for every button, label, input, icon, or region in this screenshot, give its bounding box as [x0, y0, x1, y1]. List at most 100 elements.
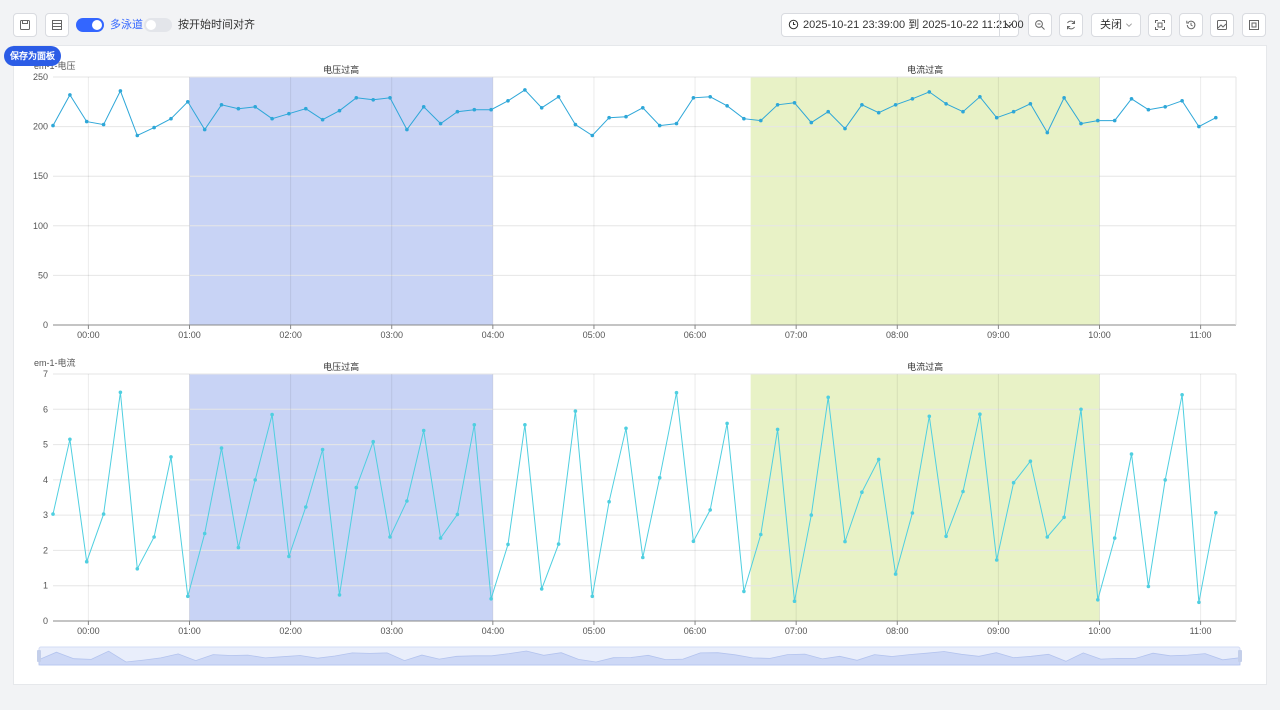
- data-point: [236, 545, 241, 550]
- auto-refresh-select[interactable]: 关闭: [1091, 13, 1141, 37]
- data-point: [961, 489, 965, 494]
- history-button[interactable]: [1179, 13, 1203, 37]
- data-point: [489, 107, 493, 112]
- data-point: [775, 427, 780, 432]
- chart-1: 电压过高 电流过高 0 50 100 150 200 250 00:00 01:00 02:00 03…: [33, 60, 1237, 340]
- screenshot-button[interactable]: [1148, 13, 1172, 37]
- fullscreen-button[interactable]: [1242, 13, 1266, 37]
- multi-lane-toggle[interactable]: [76, 18, 104, 32]
- zoom-out-button[interactable]: [1028, 13, 1052, 37]
- data-point: [1028, 102, 1033, 106]
- table-view-button[interactable]: [45, 13, 69, 37]
- data-point: [944, 534, 948, 539]
- data-point: [1146, 584, 1151, 589]
- data-point: [708, 95, 712, 99]
- annotation-label: 电流过高: [907, 64, 943, 75]
- x-tick-label: 01:00: [178, 626, 201, 636]
- data-point: [287, 554, 291, 559]
- data-point: [1011, 109, 1016, 114]
- data-point: [84, 119, 89, 124]
- annotation-band: [750, 374, 1100, 621]
- data-point: [1163, 105, 1167, 109]
- fullscreen-icon: [1249, 20, 1259, 30]
- refresh-button[interactable]: [1059, 13, 1083, 37]
- y-tick-label: 0: [43, 616, 48, 626]
- data-point: [84, 559, 89, 564]
- data-point: [388, 96, 392, 100]
- data-point: [152, 125, 156, 130]
- crop-icon: [1155, 20, 1165, 30]
- y-tick-label: 7: [43, 369, 48, 379]
- data-point: [68, 437, 72, 442]
- data-point: [101, 122, 106, 127]
- data-point: [994, 115, 999, 120]
- data-point: [556, 542, 561, 546]
- annotation-label: 电压过高: [323, 361, 359, 372]
- data-point: [270, 412, 274, 417]
- zoom-slider-preview: [38, 650, 1241, 666]
- data-point: [792, 599, 797, 603]
- x-tick-label: 10:00: [1088, 330, 1111, 340]
- x-tick-label: 01:00: [178, 330, 201, 340]
- chart-title: em-1-电流: [34, 357, 76, 368]
- data-point: [910, 511, 915, 515]
- data-point: [523, 88, 527, 92]
- data-point: [742, 116, 746, 121]
- history-icon: [1186, 20, 1196, 30]
- refresh-icon: [1067, 20, 1075, 30]
- date-range-picker[interactable]: 2025-10-21 23:39:00 到 2025-10-22 11:21:0…: [781, 13, 1024, 37]
- data-point: [455, 109, 460, 114]
- data-point: [320, 447, 325, 452]
- data-point: [1079, 121, 1083, 126]
- y-tick-label: 2: [43, 545, 48, 555]
- data-point: [539, 106, 544, 110]
- y-tick-label: 3: [43, 510, 48, 520]
- table-icon: [52, 20, 62, 30]
- align-start-toggle[interactable]: [144, 18, 172, 32]
- data-point: [573, 122, 578, 127]
- data-point: [556, 95, 561, 99]
- data-point: [202, 127, 207, 132]
- data-point: [438, 536, 443, 540]
- x-tick-label: 10:00: [1088, 626, 1111, 636]
- x-tick-label: 05:00: [583, 626, 606, 636]
- x-tick-label: 09:00: [987, 330, 1010, 340]
- x-tick-label: 06:00: [684, 330, 707, 340]
- data-point: [978, 412, 982, 417]
- data-point: [1079, 407, 1083, 412]
- save-panel-button[interactable]: [13, 13, 37, 37]
- chevron-down-icon[interactable]: [1004, 20, 1014, 30]
- data-point: [607, 115, 611, 120]
- data-point: [523, 423, 527, 427]
- auto-refresh-value: 关闭: [1100, 19, 1122, 31]
- data-point: [927, 414, 932, 419]
- data-point: [202, 531, 207, 536]
- data-point: [590, 133, 595, 138]
- x-tick-label: 00:00: [77, 626, 100, 636]
- y-tick-label: 5: [43, 440, 48, 450]
- series-line: [52, 89, 1217, 137]
- data-point: [641, 555, 645, 560]
- data-point: [506, 99, 510, 103]
- export-image-button[interactable]: [1210, 13, 1234, 37]
- data-point: [304, 106, 308, 111]
- data-point: [961, 109, 965, 114]
- data-point: [978, 95, 982, 99]
- annotation-band: [189, 374, 493, 621]
- zoom-handle-left[interactable]: [37, 650, 41, 662]
- zoom-handle-right[interactable]: [1238, 650, 1242, 662]
- series-line: [52, 392, 1217, 603]
- x-tick-label: 06:00: [684, 626, 707, 636]
- image-export-icon: [1217, 20, 1227, 30]
- data-point: [253, 478, 257, 482]
- data-point: [792, 101, 797, 105]
- data-point: [270, 116, 274, 121]
- data-point: [1112, 536, 1117, 540]
- y-tick-label: 50: [38, 270, 48, 280]
- data-point: [118, 390, 123, 395]
- data-point: [691, 96, 696, 100]
- data-point: [674, 390, 679, 395]
- data-point: [1163, 478, 1167, 482]
- data-point: [51, 123, 55, 128]
- data-point: [337, 108, 342, 113]
